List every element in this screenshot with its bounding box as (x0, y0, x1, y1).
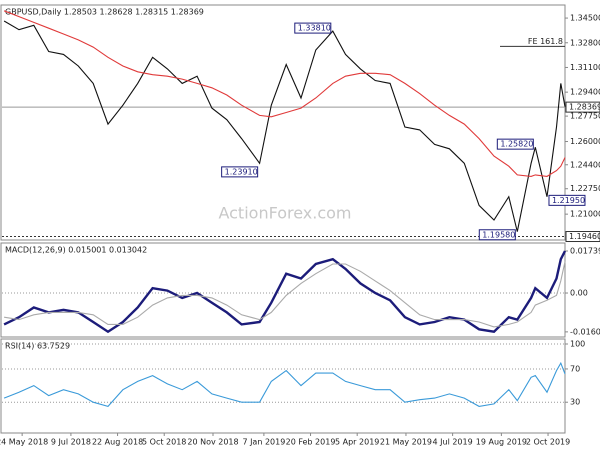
annotation-box (496, 138, 534, 150)
panel-frame (0, 242, 566, 338)
y-tick-label: 100 (570, 339, 585, 348)
annotation-box (294, 22, 332, 34)
level-label: 1.19460 (569, 232, 600, 241)
annotation-label: 1.19580 (482, 230, 515, 239)
annotation-label: 1.21950 (552, 196, 585, 205)
y-tick-label: 1.24400 (570, 160, 600, 169)
x-tick-label: 5 Apr 2019 (335, 438, 379, 447)
panel-frame (0, 338, 566, 434)
panel-frame (0, 4, 566, 241)
x-tick-label: 20 Feb 2019 (286, 438, 336, 447)
annotation-box (478, 229, 516, 241)
panel-title: RSI(14) 63.7529 (5, 342, 70, 351)
annotation-box (548, 194, 586, 206)
y-tick-label: 0.00 (570, 289, 588, 298)
annotation-label: 1.25820 (500, 140, 533, 149)
annotation-label: 1.33810 (298, 24, 331, 33)
series-line (3, 20, 566, 232)
y-tick-label: 70 (570, 364, 580, 373)
x-tick-label: 4 Jul 2019 (433, 438, 473, 447)
x-tick-label: 21 May 2019 (380, 438, 432, 447)
y-tick-label: 1.32800 (570, 38, 600, 47)
x-tick-label: 22 Aug 2018 (92, 438, 143, 447)
y-tick-label: -0.016078 (570, 327, 600, 336)
y-tick-label: 1.27750 (570, 112, 600, 121)
annotation-box (221, 166, 259, 178)
y-tick-label: 1.26000 (570, 137, 600, 146)
series-line (4, 261, 566, 328)
x-tick-label: 19 Aug 2019 (476, 438, 527, 447)
annotation-label: 1.23910 (225, 167, 258, 176)
y-tick-label: 30 (570, 398, 580, 407)
series-line (3, 250, 567, 334)
x-tick-label: 24 May 2018 (0, 438, 48, 447)
x-tick-label: 7 Jan 2019 (242, 438, 285, 447)
series-line (3, 10, 566, 177)
y-tick-label: 1.31100 (570, 63, 600, 72)
fe-label: FE 161.8 (528, 37, 563, 46)
level-label: 1.28369 (569, 103, 600, 112)
x-tick-label: 9 Jul 2018 (51, 438, 91, 447)
panel-title: MACD(12,26,9) 0.015001 0.013042 (5, 246, 147, 255)
watermark: ActionForex.com (218, 204, 351, 223)
y-tick-label: 1.22750 (570, 184, 600, 193)
x-tick-label: 2 Oct 2019 (526, 438, 570, 447)
x-tick-label: 5 Oct 2018 (142, 438, 186, 447)
y-tick-label: 1.29400 (570, 88, 600, 97)
level-box (565, 231, 600, 243)
series-line (3, 361, 566, 408)
y-tick-label: 0.017394 (570, 246, 600, 255)
level-box (565, 101, 600, 113)
x-tick-label: 20 Nov 2018 (187, 438, 238, 447)
y-tick-label: 1.34500 (570, 14, 600, 23)
y-tick-label: 1.21000 (570, 210, 600, 219)
panel-title: GBPUSD,Daily 1.28503 1.28628 1.28315 1.2… (5, 8, 204, 17)
